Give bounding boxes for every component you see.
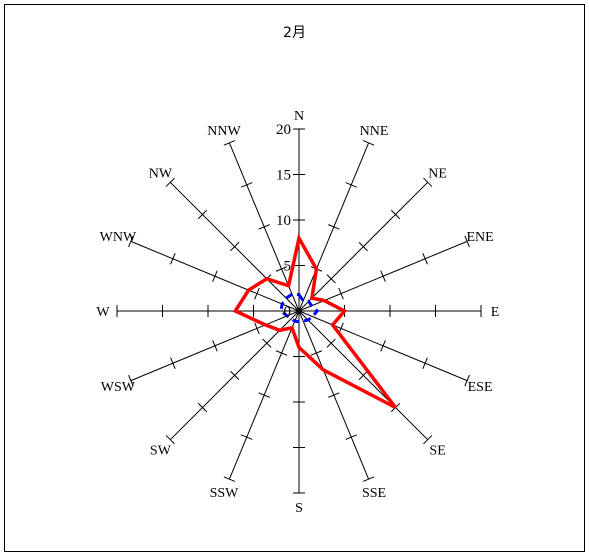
tick-mark-sw-20: [165, 435, 175, 445]
radial-tick-label-20: 20: [276, 122, 291, 138]
tick-mark-sw-5: [262, 338, 272, 348]
direction-label-ene: ENE: [466, 230, 493, 245]
radial-tick-label-10: 10: [276, 213, 291, 229]
tick-mark-ene-5: [338, 287, 344, 300]
direction-label-sw: SW: [150, 444, 172, 459]
tick-mark-nnw-20: [223, 140, 236, 146]
chart-frame: [4, 4, 585, 552]
radial-tick-label-5: 5: [284, 259, 292, 275]
tick-mark-ene-15: [422, 253, 428, 265]
tick-mark-ssw-20: [223, 476, 236, 482]
tick-mark-wnw-15: [170, 253, 176, 265]
tick-mark-nw-10: [230, 242, 240, 252]
tick-mark-nw-15: [197, 209, 208, 220]
tick-mark-nnw-10: [258, 224, 270, 230]
tick-mark-ne-20: [423, 177, 433, 187]
radial-tick-label-15: 15: [276, 168, 291, 184]
tick-mark-wsw-10: [212, 340, 218, 352]
tick-mark-nw-20: [165, 177, 175, 187]
tick-mark-ssw-15: [241, 434, 253, 440]
tick-mark-wsw-5: [254, 322, 260, 335]
tick-mark-ene-10: [380, 270, 386, 282]
direction-label-n: N: [294, 109, 304, 124]
tick-mark-se-10: [358, 370, 368, 380]
tick-mark-wnw-10: [212, 270, 218, 282]
direction-label-wnw: WNW: [100, 230, 137, 245]
tick-mark-nnw-5: [275, 266, 288, 272]
radial-axes: [116, 128, 482, 494]
direction-label-ese: ESE: [468, 380, 493, 395]
direction-label-ne: NE: [428, 166, 447, 181]
direction-label-s: S: [295, 501, 303, 516]
series-line-2: [279, 292, 320, 324]
tick-mark-sse-15: [345, 434, 357, 440]
tick-mark-ese-15: [422, 357, 428, 369]
radial-tick-label-0: 0: [284, 304, 292, 320]
tick-mark-wsw-20: [128, 374, 134, 387]
direction-labels: N NNE NE ENE E ESE SE SSE S SSW SW WSW W WNW NW NNW: [96, 109, 499, 516]
tick-mark-se-5: [326, 338, 336, 348]
tick-mark-ne-10: [358, 242, 368, 252]
chart-title: 2月: [283, 25, 306, 41]
series-layer: [232, 233, 397, 410]
tick-mark-nne-20: [362, 140, 375, 146]
direction-label-se: SE: [429, 444, 445, 459]
direction-label-e: E: [491, 305, 500, 320]
direction-label-ssw: SSW: [210, 486, 240, 501]
tick-mark-se-20: [423, 435, 433, 445]
direction-label-w: W: [96, 305, 110, 320]
tick-mark-ssw-10: [258, 392, 270, 398]
tick-mark-ene-20: [464, 235, 470, 248]
tick-mark-sse-10: [328, 392, 340, 398]
tick-mark-ese-10: [380, 340, 386, 352]
tick-mark-ssw-5: [275, 350, 288, 356]
direction-label-nw: NW: [149, 166, 173, 181]
direction-label-nne: NNE: [360, 124, 389, 139]
tick-mark-sse-5: [310, 350, 323, 356]
tick-mark-nne-10: [328, 224, 340, 230]
tick-mark-ne-15: [390, 209, 401, 220]
tick-mark-wnw-20: [128, 235, 134, 248]
series-line-1: [232, 233, 397, 410]
direction-label-wsw: WSW: [101, 380, 136, 395]
tick-mark-ese-20: [464, 374, 470, 387]
direction-label-nnw: NNW: [207, 124, 241, 139]
tick-mark-nne-15: [345, 182, 357, 188]
tick-mark-ne-5: [326, 274, 336, 284]
tick-mark-wnw-5: [254, 287, 260, 300]
direction-label-sse: SSE: [362, 486, 386, 501]
tick-mark-wsw-15: [170, 357, 176, 369]
tick-mark-sw-15: [197, 402, 208, 413]
tick-mark-sse-20: [362, 476, 375, 482]
radial-tick-labels: 0 5 10 15 20: [276, 122, 291, 320]
tick-mark-sw-10: [230, 370, 240, 380]
tick-mark-nnw-15: [241, 182, 253, 188]
